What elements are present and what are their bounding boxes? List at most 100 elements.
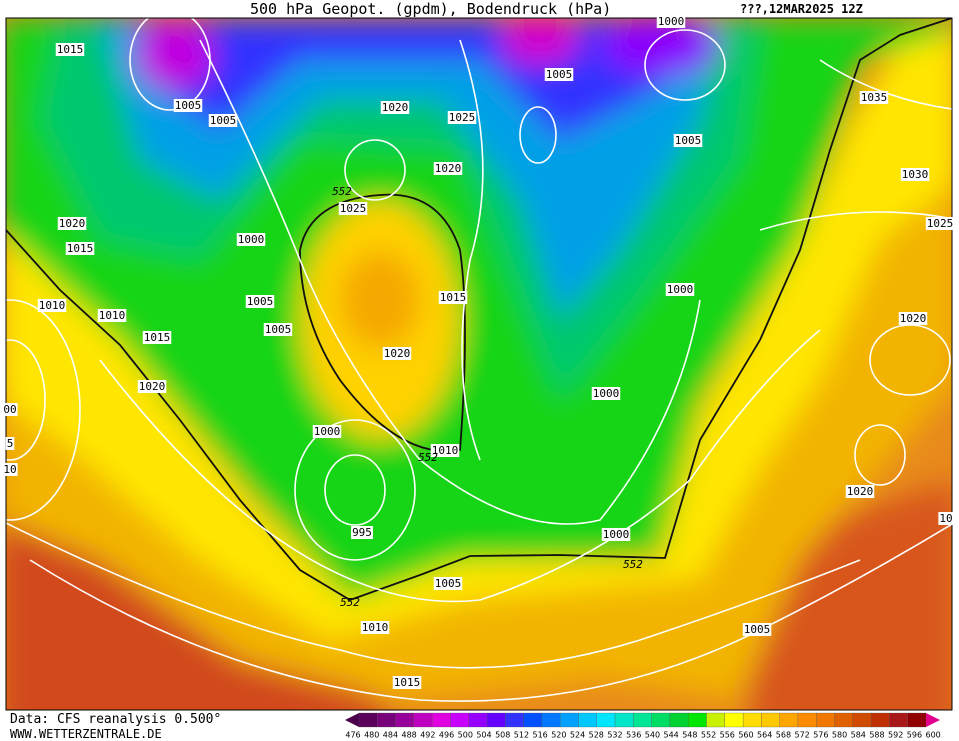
isobar-label-box xyxy=(245,295,275,308)
isobar-label-box xyxy=(742,623,772,636)
isobar-label: 1020 xyxy=(139,380,166,393)
isobar-label: 1000 xyxy=(238,233,265,246)
colorbar-label: 480 xyxy=(364,731,379,740)
colorbar-label: 528 xyxy=(589,731,604,740)
isobar-label: 1005 xyxy=(210,114,237,127)
colorbar-cell xyxy=(834,712,853,728)
contour-label: 552 xyxy=(418,451,438,464)
isobar-label: 1000 xyxy=(314,425,341,438)
colorbar-cell xyxy=(669,712,689,728)
isobar-label: 1005 xyxy=(744,623,771,636)
isobar-label-box xyxy=(925,217,955,230)
isobar-label-box xyxy=(447,111,477,124)
colorbar-label: 588 xyxy=(869,731,884,740)
isobar-label: 1005 xyxy=(247,295,274,308)
isobar-label-box xyxy=(142,331,172,344)
isobar-label: 1015 xyxy=(394,676,421,689)
isobar-label: 1035 xyxy=(861,91,888,104)
colorbar-cell xyxy=(377,712,396,728)
isobar-label: 1005 xyxy=(675,134,702,147)
isobar-label-box xyxy=(173,99,203,112)
isobar-label-box xyxy=(382,347,412,360)
isobar-label-box xyxy=(898,312,928,325)
isobar-label-box xyxy=(2,403,18,416)
isobar-label: 1015 xyxy=(57,43,84,56)
colorbar-label: 540 xyxy=(645,731,660,740)
isobar-label: 1020 xyxy=(382,101,409,114)
isobar-label: 00 xyxy=(3,403,16,416)
colorbar-label: 592 xyxy=(888,731,903,740)
colorbar-cell xyxy=(870,712,890,728)
isobar-label-box xyxy=(938,512,954,525)
colorbar-cell xyxy=(541,712,561,728)
colorbar-label: 520 xyxy=(551,731,566,740)
data-source: Data: CFS reanalysis 0.500° xyxy=(10,712,221,727)
colorbar-end xyxy=(345,713,359,727)
isobar-label: 1025 xyxy=(340,202,367,215)
colorbar-cell xyxy=(724,712,744,728)
isobar-label: 1020 xyxy=(847,485,874,498)
isobar-label: 1010 xyxy=(432,444,459,457)
isobar-label-box xyxy=(601,528,631,541)
isobar-label: 1000 xyxy=(593,387,620,400)
colorbar-cell xyxy=(523,712,543,728)
colorbar-label: 476 xyxy=(345,731,360,740)
colorbar-label: 504 xyxy=(476,731,491,740)
isobar-label-box xyxy=(433,577,463,590)
colorbar-label: 488 xyxy=(402,731,417,740)
colorbar-cell xyxy=(468,712,488,728)
isobar-label: 1030 xyxy=(902,168,929,181)
isobar-label: 10 xyxy=(3,463,16,476)
isobar-label-box xyxy=(360,621,390,634)
isobar-label-box xyxy=(656,15,686,28)
isobar-label-box xyxy=(392,676,422,689)
colorbar-label: 584 xyxy=(851,731,866,740)
isobar-label: 5 xyxy=(7,437,14,450)
isobar-label: 1005 xyxy=(265,323,292,336)
isobar-label-box xyxy=(55,43,85,56)
colorbar-end xyxy=(926,713,940,727)
colorbar-label: 500 xyxy=(458,731,473,740)
isobar-label-box xyxy=(900,168,930,181)
isobar-label-box xyxy=(5,437,15,450)
colorbar-cell xyxy=(797,712,817,728)
isobar-label-box xyxy=(263,323,293,336)
colorbar-label: 560 xyxy=(738,731,753,740)
colorbar-cell xyxy=(706,712,725,728)
isobar-label: 1025 xyxy=(449,111,476,124)
isobar-label-box xyxy=(430,444,460,457)
colorbar-cell xyxy=(486,712,506,728)
colorbar-label: 552 xyxy=(701,731,716,740)
colorbar-label: 484 xyxy=(383,731,398,740)
isobar-label: 1015 xyxy=(67,242,94,255)
colorbar-cell xyxy=(779,712,799,728)
isobar-label-box xyxy=(2,463,18,476)
colorbar-cell xyxy=(560,712,579,728)
isobar-label-box xyxy=(351,526,373,539)
isobar-label: 1005 xyxy=(546,68,573,81)
isobar-label: 1020 xyxy=(59,217,86,230)
isobar-label-box xyxy=(137,380,167,393)
colorbar-label: 568 xyxy=(776,731,791,740)
isobar-label: 10 xyxy=(939,512,952,525)
colorbar-cell xyxy=(742,712,762,728)
isobar-label-box xyxy=(433,162,463,175)
isobar-label: 1005 xyxy=(175,99,202,112)
isobars xyxy=(6,18,952,702)
colorbar-label: 572 xyxy=(794,731,809,740)
colorbar-label: 544 xyxy=(663,731,678,740)
isobar-label-box xyxy=(208,114,238,127)
isobar-label: 1000 xyxy=(658,15,685,28)
contour-label: 552 xyxy=(332,185,352,198)
colorbar-cell xyxy=(596,712,616,728)
isobar-label: 1015 xyxy=(440,291,467,304)
colorbar-label: 532 xyxy=(607,731,622,740)
isobar-label-box xyxy=(544,68,574,81)
isobar-label: 1010 xyxy=(99,309,126,322)
isobar-label: 1025 xyxy=(927,217,954,230)
isobar-label: 1020 xyxy=(900,312,927,325)
isobar-label: 1020 xyxy=(384,347,411,360)
isobar-label-box xyxy=(673,134,703,147)
colorbar-cell xyxy=(578,712,597,728)
isobar-label-box xyxy=(236,233,266,246)
